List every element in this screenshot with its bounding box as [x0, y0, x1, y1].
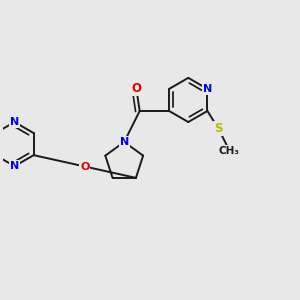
- Text: N: N: [120, 137, 129, 147]
- Text: N: N: [203, 84, 212, 94]
- Text: N: N: [10, 117, 19, 127]
- Text: S: S: [214, 122, 223, 135]
- Text: N: N: [10, 161, 19, 171]
- Text: O: O: [80, 161, 89, 172]
- Text: O: O: [131, 82, 141, 95]
- Text: CH₃: CH₃: [219, 146, 240, 156]
